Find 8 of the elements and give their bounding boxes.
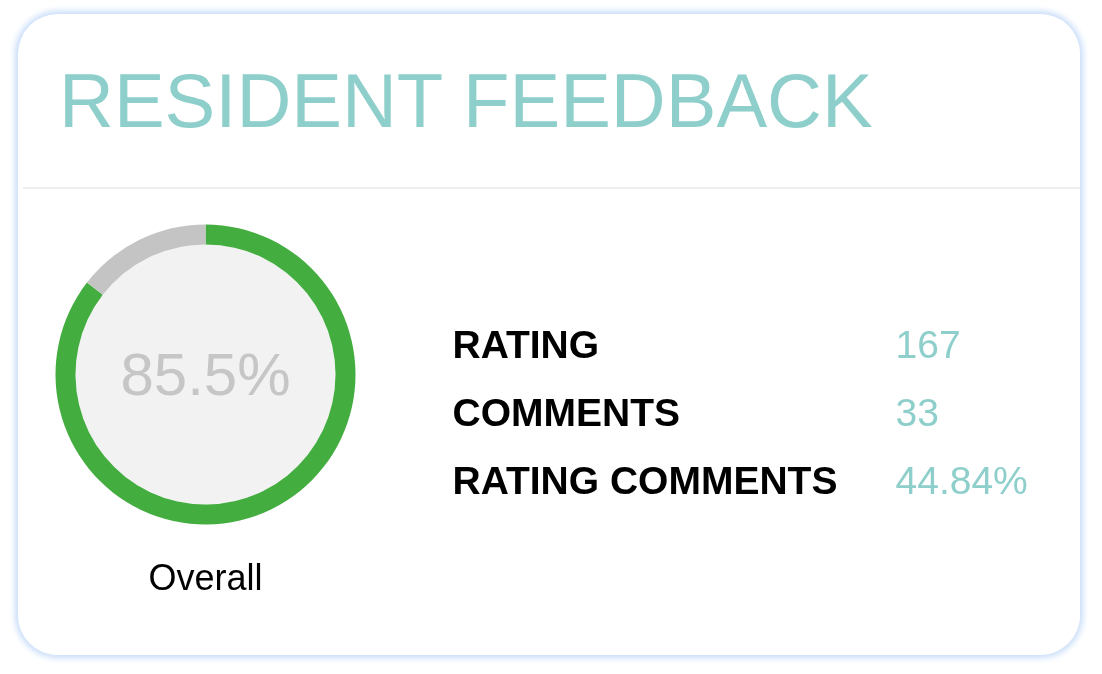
- text: 44.84%: [895, 459, 1028, 502]
- category-label: RATING: [452, 323, 600, 366]
- chart-title: RESIDENT FEEDBACK: [59, 58, 873, 143]
- category-label: RATING COMMENTS: [452, 459, 838, 502]
- text: 167: [895, 323, 961, 366]
- category-label: COMMENTS: [452, 391, 680, 434]
- text: 33: [895, 391, 939, 434]
- text: Overall: [148, 557, 263, 598]
